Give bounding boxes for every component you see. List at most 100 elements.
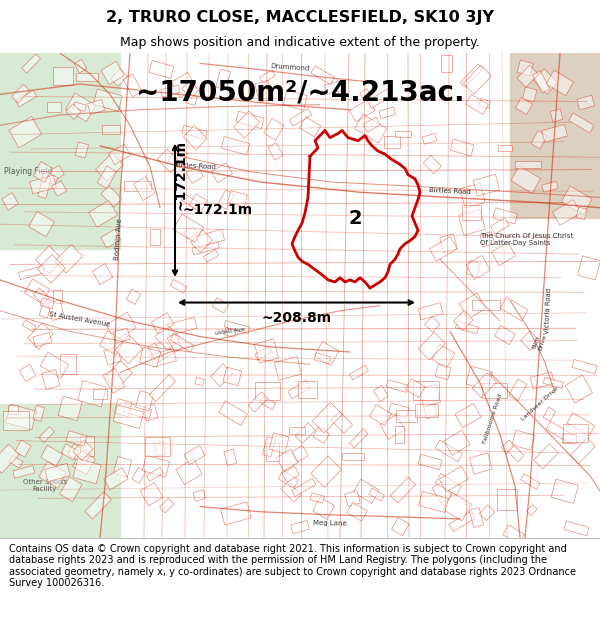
Bar xyxy=(236,111,264,129)
Bar xyxy=(193,490,206,501)
Bar xyxy=(345,491,360,506)
Bar xyxy=(479,99,491,109)
Bar xyxy=(102,125,120,134)
Text: The Church Of Jesus Christ
Of Latter-Day Saints: The Church Of Jesus Christ Of Latter-Day… xyxy=(480,234,573,246)
Bar xyxy=(347,503,367,521)
Bar xyxy=(470,453,492,474)
Bar xyxy=(9,117,41,148)
Bar xyxy=(389,403,409,418)
Bar xyxy=(511,166,541,193)
Bar xyxy=(550,109,563,122)
Bar xyxy=(0,53,120,249)
Bar xyxy=(449,511,475,531)
Bar xyxy=(203,249,218,262)
Bar xyxy=(461,205,481,221)
Bar xyxy=(530,372,554,389)
Bar xyxy=(28,322,53,349)
Bar xyxy=(543,408,556,421)
Bar xyxy=(521,474,540,489)
Bar xyxy=(370,404,391,426)
Bar xyxy=(260,70,275,83)
Bar xyxy=(184,126,207,150)
Bar xyxy=(463,65,491,94)
Bar xyxy=(150,229,160,245)
Bar xyxy=(578,256,600,280)
Text: Other Sports
Facility: Other Sports Facility xyxy=(23,479,67,492)
Bar xyxy=(184,446,205,464)
Text: Landseer Drive: Landseer Drive xyxy=(521,386,559,422)
Bar xyxy=(227,191,247,207)
Bar xyxy=(413,381,439,400)
Bar xyxy=(510,53,600,218)
Bar xyxy=(38,254,65,283)
Bar xyxy=(289,109,311,126)
Text: 2, TRURO CLOSE, MACCLESFIELD, SK10 3JY: 2, TRURO CLOSE, MACCLESFIELD, SK10 3JY xyxy=(106,9,494,24)
Bar xyxy=(494,326,515,344)
Bar xyxy=(182,125,207,139)
Bar xyxy=(482,383,506,398)
Bar xyxy=(576,207,587,219)
Bar xyxy=(569,113,594,133)
Bar xyxy=(419,491,448,512)
Bar xyxy=(262,437,275,457)
Bar xyxy=(149,339,173,363)
Bar xyxy=(430,236,457,261)
Bar xyxy=(553,200,581,226)
Bar xyxy=(395,426,404,443)
Bar xyxy=(264,118,284,140)
Bar xyxy=(491,242,515,266)
Bar xyxy=(42,166,64,184)
Bar xyxy=(104,468,128,490)
Bar xyxy=(115,335,143,364)
Bar xyxy=(97,166,116,189)
Bar xyxy=(151,312,174,334)
Bar xyxy=(94,89,122,111)
Bar xyxy=(542,124,568,142)
Bar xyxy=(260,396,275,410)
Bar xyxy=(289,427,305,434)
Text: ~172.1m: ~172.1m xyxy=(174,140,188,210)
Bar xyxy=(533,444,559,469)
Bar xyxy=(255,346,272,360)
Bar xyxy=(104,347,121,365)
Bar xyxy=(325,81,342,94)
Bar xyxy=(441,56,452,72)
Bar xyxy=(406,379,425,398)
Bar xyxy=(78,381,106,407)
Bar xyxy=(390,477,416,503)
Bar xyxy=(435,364,451,380)
Bar xyxy=(509,379,527,401)
Bar xyxy=(65,93,95,122)
Bar xyxy=(472,372,497,398)
Bar xyxy=(500,297,528,321)
Bar xyxy=(88,99,104,114)
Bar xyxy=(392,518,409,536)
Bar xyxy=(515,98,532,114)
Bar xyxy=(143,404,158,421)
Bar xyxy=(374,386,388,402)
Bar xyxy=(507,444,524,462)
Bar xyxy=(66,104,81,119)
Bar xyxy=(503,525,524,544)
Bar xyxy=(255,80,272,102)
Bar xyxy=(167,334,182,352)
Bar xyxy=(380,415,405,439)
Bar xyxy=(343,453,364,459)
Bar xyxy=(95,152,124,181)
Text: Elim
Drive: Elim Drive xyxy=(532,332,547,351)
Bar xyxy=(386,379,409,392)
Bar xyxy=(160,498,174,513)
Bar xyxy=(123,74,142,97)
Bar xyxy=(424,155,442,174)
Bar xyxy=(570,438,596,464)
Bar xyxy=(419,384,440,407)
Bar xyxy=(113,328,130,343)
Bar xyxy=(563,424,588,442)
Bar xyxy=(458,209,485,235)
Bar xyxy=(497,489,517,510)
Bar xyxy=(396,411,417,422)
Bar xyxy=(515,161,541,168)
Bar xyxy=(432,481,452,503)
Bar xyxy=(219,401,247,426)
Bar xyxy=(268,142,283,160)
